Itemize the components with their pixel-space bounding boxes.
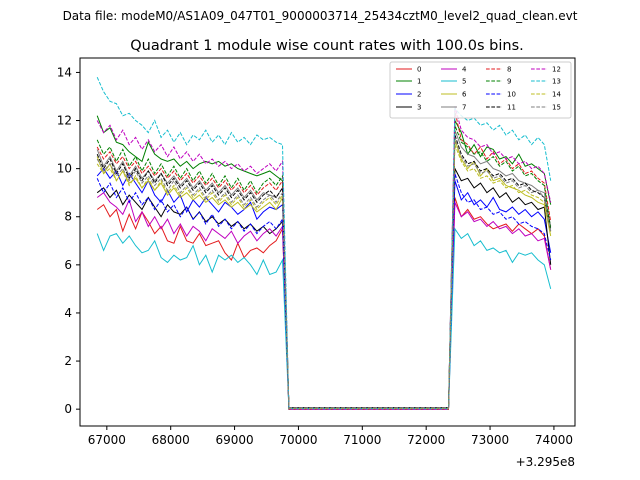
plot-area [79, 57, 576, 427]
legend-label-15: 15 [552, 104, 561, 112]
y-tick-label: 2 [64, 354, 72, 368]
legend-label-6: 6 [462, 91, 467, 99]
y-tick-label: 12 [57, 114, 72, 128]
legend-label-3: 3 [417, 104, 421, 112]
legend-label-2: 2 [417, 91, 421, 99]
y-tick-label: 4 [64, 306, 72, 320]
series-line-15 [96, 137, 552, 409]
suptitle: Data file: modeM0/AS1A09_047T01_90000037… [63, 9, 578, 23]
series-line-11 [96, 134, 552, 409]
legend-label-4: 4 [462, 66, 467, 74]
x-tick-label: 74000 [535, 433, 573, 447]
x-tick-label: 67000 [88, 433, 126, 447]
legend-label-10: 10 [507, 91, 516, 99]
series-line-13 [96, 76, 552, 410]
legend-label-1: 1 [417, 78, 421, 86]
series-line-8 [96, 110, 552, 410]
legend-label-12: 12 [552, 66, 561, 74]
x-tick-label: 70000 [279, 433, 317, 447]
legend-label-0: 0 [417, 66, 421, 74]
axes-frame [79, 57, 576, 427]
x-tick-label: 73000 [471, 433, 509, 447]
series-group [96, 76, 552, 410]
y-tick-label: 6 [64, 258, 72, 272]
series-line-14 [96, 144, 552, 409]
legend-label-9: 9 [507, 78, 511, 86]
y-tick-label: 10 [57, 162, 72, 176]
legend-label-7: 7 [462, 104, 466, 112]
x-offset-label: +3.295e8 [516, 455, 575, 469]
y-tick-label: 14 [57, 65, 72, 79]
legend-label-11: 11 [507, 104, 516, 112]
legend-label-5: 5 [462, 78, 466, 86]
series-line-9 [96, 125, 552, 410]
y-axis: 0 2 4 6 8 10 12 14 [57, 65, 80, 416]
y-tick-label: 0 [64, 402, 72, 416]
x-axis: 67000 68000 69000 70000 71000 72000 73000 74000 [88, 426, 573, 447]
legend-label-14: 14 [552, 91, 561, 99]
x-tick-label: 68000 [152, 433, 190, 447]
chart-title: Quadrant 1 module wise count rates with … [130, 38, 524, 54]
y-tick-label: 8 [64, 210, 72, 224]
x-tick-label: 71000 [343, 433, 381, 447]
x-tick-label: 72000 [407, 433, 445, 447]
x-tick-label: 69000 [215, 433, 253, 447]
legend-label-13: 13 [552, 78, 561, 86]
legend-frame [389, 61, 572, 119]
legend-label-8: 8 [507, 66, 511, 74]
